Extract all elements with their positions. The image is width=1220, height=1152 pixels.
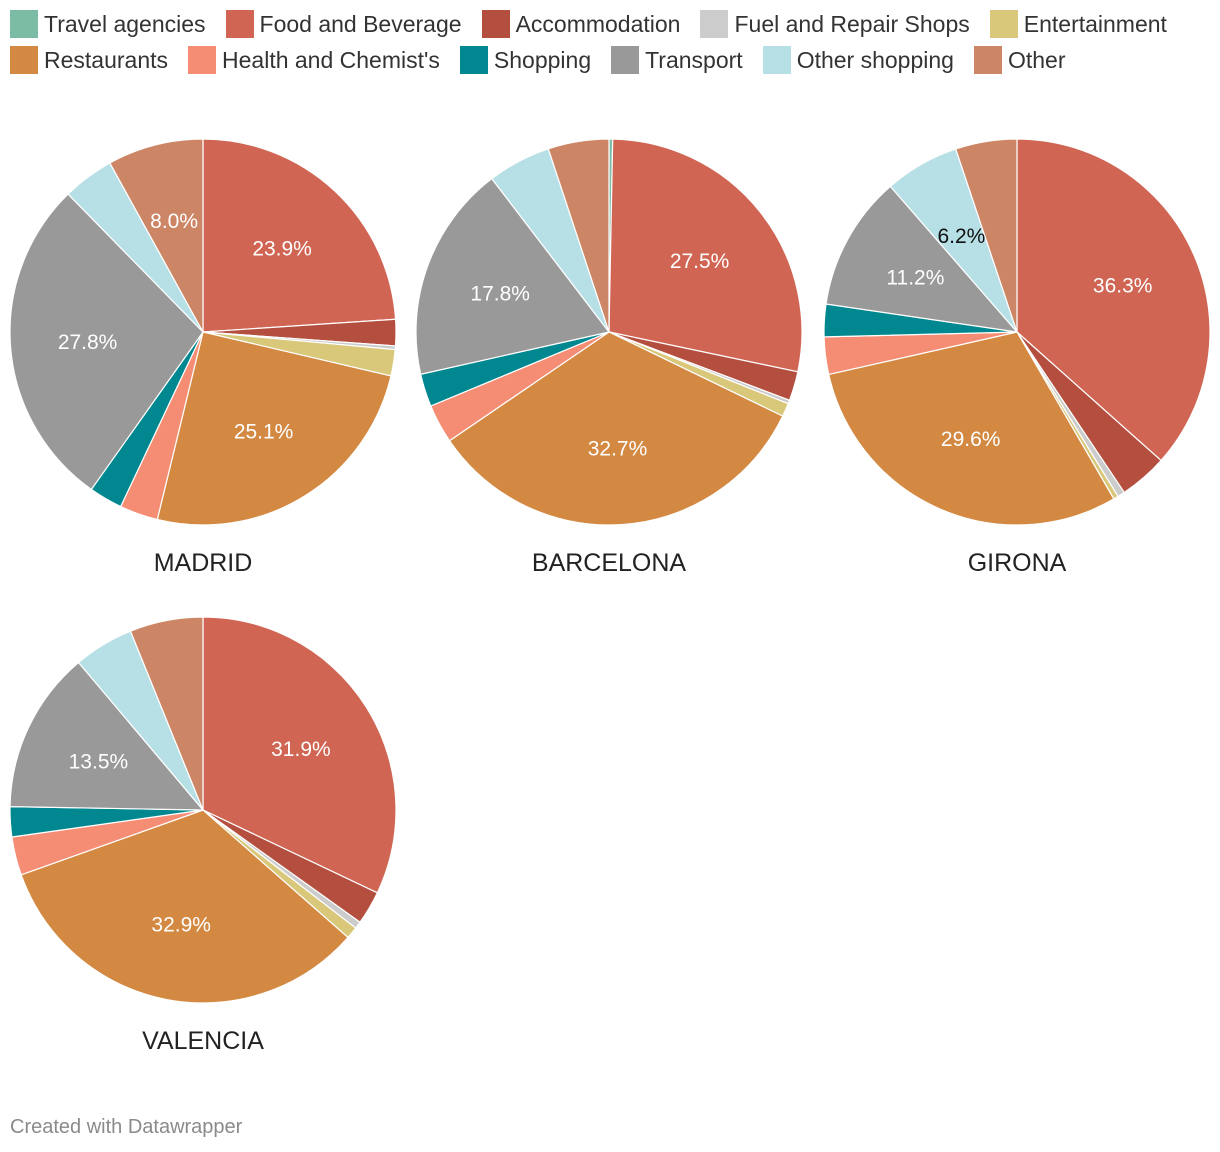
slice-value-label: 11.2% <box>886 266 944 289</box>
pie-slice <box>955 138 1018 333</box>
pie-slice <box>448 331 784 526</box>
pie-girona: 36.3% 29.6% 11.2% 6.2% GIRONA <box>823 138 1211 577</box>
pie-valencia: 31.9% 32.9% 13.5% VALENCIA <box>9 616 397 1055</box>
legend-label: Travel agencies <box>44 10 206 37</box>
legend-swatch <box>481 10 510 38</box>
legend-label: Accommodation <box>515 10 681 37</box>
legend-swatch <box>10 46 38 74</box>
legend: Travel agencies Food and Beverage Accommod… <box>10 10 1210 74</box>
slice-value-label: 6.2% <box>937 225 985 248</box>
legend-label: Health and Chemist's <box>222 46 440 73</box>
legend-item: Entertainment <box>989 10 1167 38</box>
pie-title: VALENCIA <box>142 1027 264 1055</box>
legend-label: Restaurants <box>44 46 169 73</box>
pie-slice <box>1016 138 1211 462</box>
pie-slice <box>20 809 349 1004</box>
pie-slice <box>547 138 610 333</box>
legend-swatch <box>973 46 1002 74</box>
pie-slice <box>129 616 204 811</box>
legend-item: Health and Chemist's <box>188 46 440 74</box>
legend-label: Transport <box>645 46 743 73</box>
pie-title: GIRONA <box>968 549 1067 577</box>
slice-value-label: 36.3% <box>1093 275 1153 298</box>
legend-swatch <box>989 10 1018 38</box>
legend-item: Fuel and Repair Shops <box>700 10 970 38</box>
pie-slice <box>9 661 204 811</box>
legend-swatch <box>611 46 640 74</box>
legend-label: Food and Beverage <box>259 10 462 37</box>
pie-madrid: 23.9% 25.1% 27.8% 8.0% MADRID <box>9 138 397 577</box>
legend-swatch <box>188 46 217 74</box>
slice-value-label: 31.9% <box>271 738 331 761</box>
legend-label: Shopping <box>493 46 592 73</box>
attribution-footer: Created with Datawrapper <box>10 1116 243 1138</box>
pie-slice <box>825 185 1018 333</box>
slice-value-label: 27.5% <box>670 250 730 273</box>
legend-label: Entertainment <box>1023 10 1167 37</box>
pie-slice <box>608 138 803 373</box>
pie-slice <box>828 331 1115 526</box>
slice-value-label: 8.0% <box>150 210 198 233</box>
legend-item: Restaurants <box>10 46 168 74</box>
legend-swatch <box>700 10 729 38</box>
legend-item: Travel agencies <box>10 10 206 38</box>
legend-item: Transport <box>611 46 743 74</box>
legend-swatch <box>10 10 38 38</box>
slice-value-label: 17.8% <box>470 282 530 305</box>
slice-value-label: 27.8% <box>58 331 118 354</box>
legend-label: Other <box>1007 46 1066 73</box>
slice-value-label: 32.9% <box>151 914 211 937</box>
pie-slice <box>202 138 397 333</box>
slice-value-label: 29.6% <box>941 428 1001 451</box>
slice-value-label: 32.7% <box>588 438 648 461</box>
pie-slice <box>202 616 397 894</box>
slice-value-label: 23.9% <box>252 238 312 261</box>
pie-slice <box>9 193 204 491</box>
slice-value-label: 13.5% <box>69 750 129 773</box>
legend-swatch <box>225 10 254 38</box>
pie-barcelona: 27.5% 32.7% 17.8% BARCELONA <box>415 138 803 577</box>
pie-slice <box>415 178 610 375</box>
legend-item: Food and Beverage <box>225 10 462 38</box>
pie-title: BARCELONA <box>532 549 687 577</box>
legend-swatch <box>762 46 791 74</box>
legend-item: Shopping <box>459 46 592 74</box>
legend-swatch <box>459 46 488 74</box>
slice-value-label: 25.1% <box>234 421 294 444</box>
pie-title: MADRID <box>154 549 253 577</box>
legend-item: Accommodation <box>481 10 681 38</box>
legend-item: Other shopping <box>762 46 954 74</box>
legend-label: Other shopping <box>796 46 954 73</box>
legend-label: Fuel and Repair Shops <box>734 10 970 37</box>
pie-slice <box>109 138 204 333</box>
legend-item: Other <box>973 46 1066 74</box>
pie-slice <box>156 331 392 526</box>
